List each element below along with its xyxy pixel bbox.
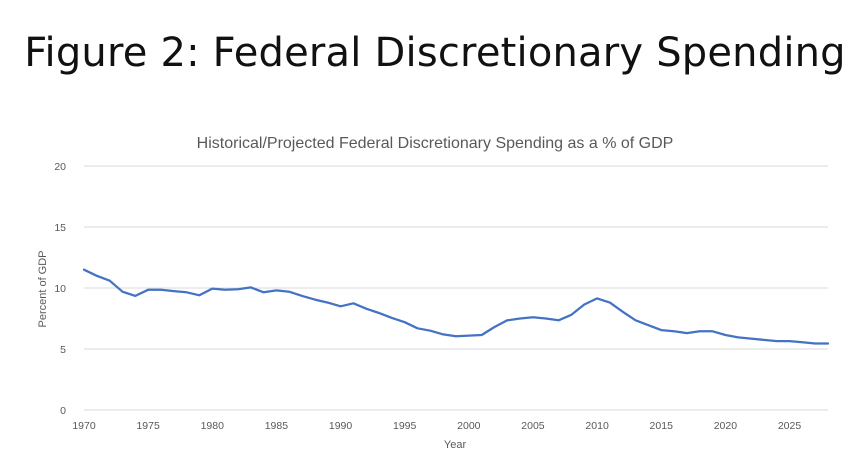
x-tick-label: 2015	[650, 420, 674, 432]
x-tick-label: 1995	[393, 420, 417, 432]
x-axis-label: Year	[444, 439, 467, 451]
x-tick-label: 2010	[585, 420, 609, 432]
y-tick-label: 0	[60, 405, 66, 417]
x-axis: 1970 1975 1980 1985 1990 1995 2000 2005 2010 2015…	[72, 420, 801, 432]
x-tick-label: 1980	[201, 420, 225, 432]
x-tick-label: 1985	[265, 420, 289, 432]
figure-title: Figure 2: Federal Discretionary Spending	[24, 30, 846, 76]
y-tick-label: 10	[54, 283, 66, 295]
series-line	[82, 268, 830, 345]
x-tick-label: 2025	[778, 420, 802, 432]
gridlines	[84, 165, 828, 411]
x-tick-label: 1975	[136, 420, 160, 432]
x-tick-label: 2005	[521, 420, 545, 432]
y-tick-label: 20	[54, 161, 66, 173]
x-tick-label: 2020	[714, 420, 738, 432]
x-tick-label: 1990	[329, 420, 353, 432]
y-tick-label: 5	[60, 344, 66, 356]
y-tick-label: 15	[54, 222, 66, 234]
y-axis: 0 5 10 15 20	[54, 161, 66, 417]
x-tick-label: 1970	[72, 420, 96, 432]
chart-title: Historical/Projected Federal Discretiona…	[197, 135, 674, 152]
x-tick-label: 2000	[457, 420, 481, 432]
series-group	[82, 268, 830, 345]
y-axis-label: Percent of GDP	[37, 250, 49, 327]
